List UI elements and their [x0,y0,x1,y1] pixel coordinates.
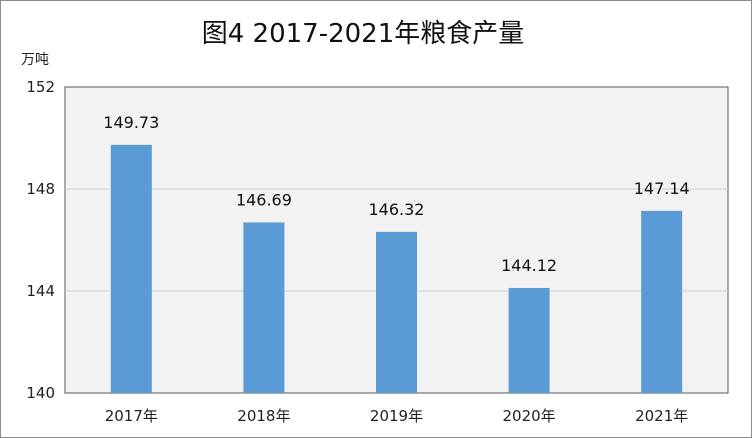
x-tick-label: 2021年 [635,407,688,425]
y-tick-label: 152 [26,78,55,96]
x-tick-label: 2019年 [370,407,423,425]
data-label: 147.14 [634,179,690,198]
y-tick-label: 140 [26,384,55,402]
bar [243,222,285,393]
y-axis-ticks: 140 144 148 152 [26,78,55,402]
x-axis-ticks: 2017年 2018年 2019年 2020年 2021年 [105,407,689,425]
data-label: 144.12 [501,256,557,275]
bar [110,144,152,393]
y-tick-label: 148 [26,180,55,198]
bar [376,231,417,393]
data-labels: 149.73 146.69 146.32 144.12 147.14 [103,113,689,275]
chart-title: 图4 2017-2021年粮食产量 [202,19,525,49]
x-tick-label: 2018年 [237,407,290,425]
bar [508,287,550,393]
data-label: 146.69 [236,190,292,209]
data-label: 149.73 [103,113,159,132]
y-tick-label: 144 [26,282,55,300]
y-axis-unit-label: 万吨 [21,52,49,68]
bars [110,144,683,393]
bar [641,210,683,393]
x-tick-label: 2020年 [503,407,556,425]
data-label: 146.32 [369,200,425,219]
x-tick-label: 2017年 [105,407,158,425]
